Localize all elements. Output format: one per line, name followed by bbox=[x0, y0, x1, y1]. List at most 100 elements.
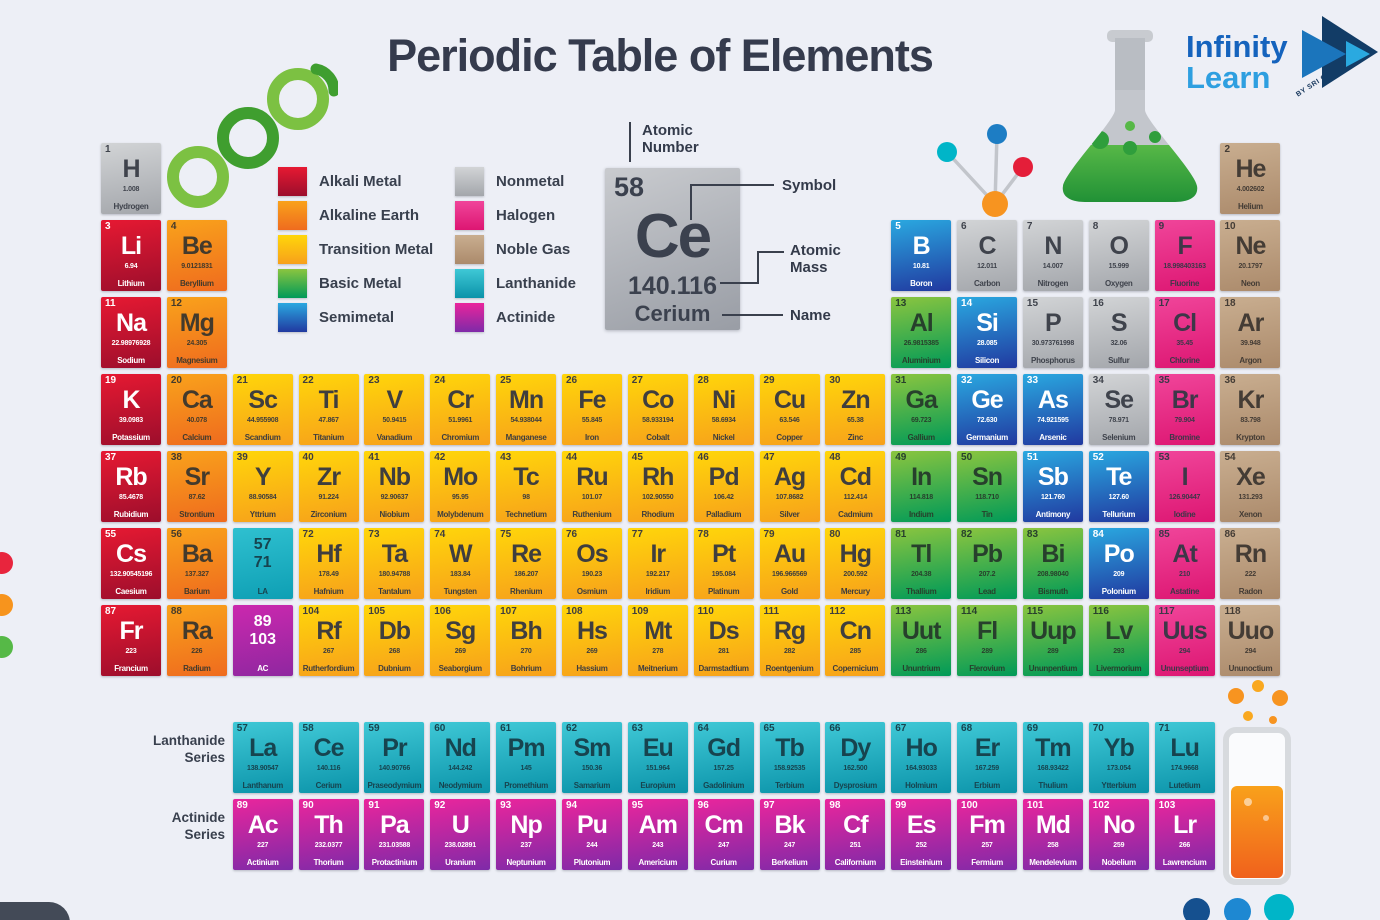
element-name: Mercury bbox=[840, 587, 870, 596]
element-name: Praseodymium bbox=[367, 781, 422, 790]
element-symbol: Ra bbox=[181, 617, 213, 645]
atomic-number: 19 bbox=[105, 375, 117, 386]
atomic-number: 103 bbox=[1158, 800, 1176, 811]
atomic-mass: 18.998403163 bbox=[1163, 263, 1206, 270]
atomic-number: 115 bbox=[1026, 606, 1044, 617]
element-symbol: No bbox=[1103, 811, 1135, 839]
atomic-mass: 259 bbox=[1113, 842, 1125, 849]
atomic-number: 55 bbox=[105, 529, 117, 540]
atomic-mass: 281 bbox=[718, 648, 730, 655]
element-name: AC bbox=[257, 664, 269, 673]
element-cell-cf: 98 Cf 251 Californium bbox=[825, 799, 886, 870]
element-name: Arsenic bbox=[1039, 433, 1067, 442]
element-cell-cn: 112 Cn 285 Copernicium bbox=[825, 605, 886, 676]
atomic-number: 78 bbox=[697, 529, 709, 540]
element-cell-fl: 114 Fl 289 Flerovium bbox=[957, 605, 1018, 676]
element-cell-br: 35 Br 79.904 Bromine bbox=[1154, 374, 1215, 445]
element-symbol: La bbox=[249, 734, 277, 762]
element-cell-rg: 111 Rg 282 Roentgenium bbox=[759, 605, 820, 676]
atomic-mass: 55.845 bbox=[581, 417, 603, 424]
element-cell-placeholder-la: 57 71 LA bbox=[232, 528, 293, 599]
element-cell-ne: 10 Ne 20.1797 Neon bbox=[1220, 220, 1281, 291]
atomic-mass: 164.93033 bbox=[905, 765, 937, 772]
element-cell-bk: 97 Bk 247 Berkelium bbox=[759, 799, 820, 870]
element-symbol: Tl bbox=[911, 540, 932, 568]
example-name: Cerium bbox=[634, 301, 711, 326]
atomic-number: 3 bbox=[105, 221, 111, 232]
element-name: Erbium bbox=[974, 781, 1000, 790]
element-name: Darmstadtium bbox=[698, 664, 750, 673]
element-symbol: Zn bbox=[841, 386, 871, 414]
atomic-number: 92 bbox=[434, 800, 446, 811]
element-name: Thallium bbox=[905, 587, 937, 596]
element-symbol: C bbox=[978, 232, 997, 260]
atomic-number: 79 bbox=[763, 529, 775, 540]
atomic-mass: 192.217 bbox=[645, 571, 670, 578]
element-name: Vanadium bbox=[376, 433, 413, 442]
atomic-number: 30 bbox=[829, 375, 841, 386]
element-symbol: Sc bbox=[248, 386, 278, 414]
callout-name: Name bbox=[790, 307, 831, 324]
element-symbol: Pr bbox=[382, 734, 407, 762]
atomic-number: 87 bbox=[105, 606, 117, 617]
beaker-decoration bbox=[1223, 680, 1291, 885]
element-cell-nd: 60 Nd 144.242 Neodymium bbox=[430, 722, 491, 793]
element-name: Fermium bbox=[971, 858, 1003, 867]
atomic-mass: 107.8682 bbox=[775, 494, 804, 501]
atomic-number: 58 bbox=[302, 723, 314, 734]
element-cell-er: 68 Er 167.259 Erbium bbox=[957, 722, 1018, 793]
element-symbol: Mg bbox=[179, 309, 215, 337]
element-cell-y: 39 Y 88.90584 Yttrium bbox=[232, 451, 293, 522]
element-name: Silver bbox=[779, 510, 800, 519]
atomic-number: 36 bbox=[1224, 375, 1236, 386]
element-cell-lu: 71 Lu 174.9668 Lutetium bbox=[1154, 722, 1215, 793]
element-symbol: H bbox=[122, 155, 140, 183]
element-cell-n: 7 N 14.007 Nitrogen bbox=[1022, 220, 1083, 291]
element-name: Bohrium bbox=[510, 664, 542, 673]
atomic-mass: 58.933194 bbox=[642, 417, 674, 424]
element-symbol: Bk bbox=[774, 811, 806, 839]
element-name: Barium bbox=[183, 587, 210, 596]
atomic-number: 98 bbox=[829, 800, 841, 811]
element-name: Gadolinium bbox=[703, 781, 745, 790]
element-symbol: S bbox=[1110, 309, 1128, 337]
element-name: Helium bbox=[1238, 202, 1263, 211]
element-symbol: Re bbox=[511, 540, 542, 568]
atomic-mass: 58.6934 bbox=[711, 417, 736, 424]
element-symbol: Po bbox=[1103, 540, 1135, 568]
element-symbol: In bbox=[911, 463, 932, 491]
element-symbol: Ac bbox=[247, 811, 279, 839]
element-symbol: Fl bbox=[976, 617, 998, 645]
element-cell-ba: 56 Ba 137.327 Barium bbox=[166, 528, 227, 599]
atomic-number: 2 bbox=[1224, 144, 1230, 155]
element-symbol: Nd bbox=[444, 734, 477, 762]
edge-dot-orange bbox=[0, 594, 13, 616]
atomic-number: 82 bbox=[961, 529, 973, 540]
atomic-mass: 286 bbox=[915, 648, 927, 655]
atomic-mass: 12.011 bbox=[977, 263, 997, 270]
element-cell-dy: 66 Dy 162.500 Dysprosium bbox=[825, 722, 886, 793]
atomic-number: 89 bbox=[236, 800, 248, 811]
atomic-mass: 39.948 bbox=[1240, 340, 1261, 347]
element-name: Ununoctium bbox=[1228, 664, 1273, 673]
element-cell-s: 16 S 32.06 Sulfur bbox=[1088, 297, 1149, 368]
element-cell-pt: 78 Pt 195.084 Platinum bbox=[693, 528, 754, 599]
element-cell-bh: 107 Bh 270 Bohrium bbox=[496, 605, 557, 676]
element-cell-sr: 38 Sr 87.62 Strontium bbox=[166, 451, 227, 522]
element-symbol: Pt bbox=[712, 540, 736, 568]
element-symbol: Cn bbox=[839, 617, 872, 645]
callout-line bbox=[722, 314, 783, 316]
element-name: Seaborgium bbox=[438, 664, 483, 673]
element-cell-as: 33 As 74.921595 Arsenic bbox=[1022, 374, 1083, 445]
element-cell-rb: 37 Rb 85.4678 Rubidium bbox=[101, 451, 161, 522]
element-symbol: O bbox=[1109, 232, 1129, 260]
element-symbol: Lr bbox=[1173, 811, 1197, 839]
element-symbol: Se bbox=[1104, 386, 1134, 414]
element-cell-fr: 87 Fr 223 Francium bbox=[101, 605, 161, 676]
legend-item-alkali-metal: Alkali Metal bbox=[278, 167, 402, 196]
element-cell-yb: 70 Yb 173.054 Ytterbium bbox=[1088, 722, 1149, 793]
element-symbol: Pu bbox=[576, 811, 608, 839]
element-symbol: I bbox=[1181, 463, 1189, 491]
atomic-number: 53 bbox=[1158, 452, 1170, 463]
atomic-number: 107 bbox=[500, 606, 517, 617]
